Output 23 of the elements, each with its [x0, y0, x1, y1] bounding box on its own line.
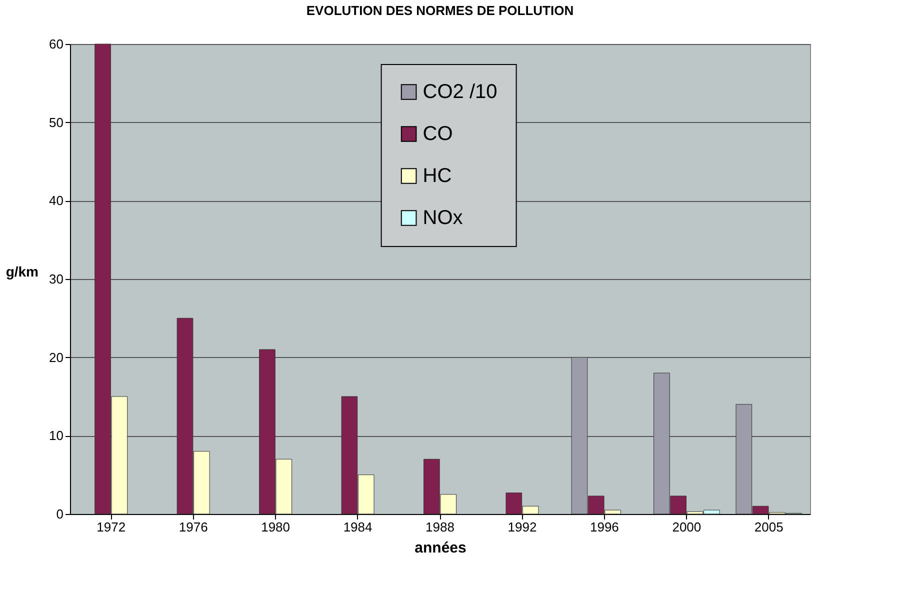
legend-label: NOx — [422, 207, 463, 229]
x-tick-label: 1988 — [426, 520, 454, 534]
y-tick-label: 40 — [49, 193, 64, 208]
x-tick-label: 1996 — [590, 520, 619, 534]
y-tick-label: 20 — [49, 350, 64, 365]
y-tick-label: 60 — [49, 36, 64, 52]
y-tick-label: 10 — [49, 428, 64, 444]
x-tick-label: 1984 — [343, 520, 372, 534]
x-tick-label: 2000 — [672, 520, 702, 534]
x-axis-title: années — [414, 540, 466, 556]
chart-title: EVOLUTION DES NORMES DE POLLUTION — [306, 3, 574, 18]
y-tick-label: 30 — [49, 272, 64, 286]
x-tick-label: 1976 — [178, 520, 208, 534]
y-axis-title: g/km — [6, 264, 38, 280]
legend-label: HC — [422, 165, 452, 187]
x-tick-label: 2005 — [754, 520, 784, 534]
x-tick-label: 1980 — [261, 520, 290, 534]
y-tick-label: 0 — [56, 506, 64, 522]
legend-label: CO2 /10 — [422, 81, 498, 103]
x-tick-label: 1972 — [96, 520, 126, 534]
legend-label: CO — [422, 123, 453, 145]
x-tick-label: 1992 — [508, 520, 537, 534]
y-tick-label: 50 — [49, 114, 64, 130]
